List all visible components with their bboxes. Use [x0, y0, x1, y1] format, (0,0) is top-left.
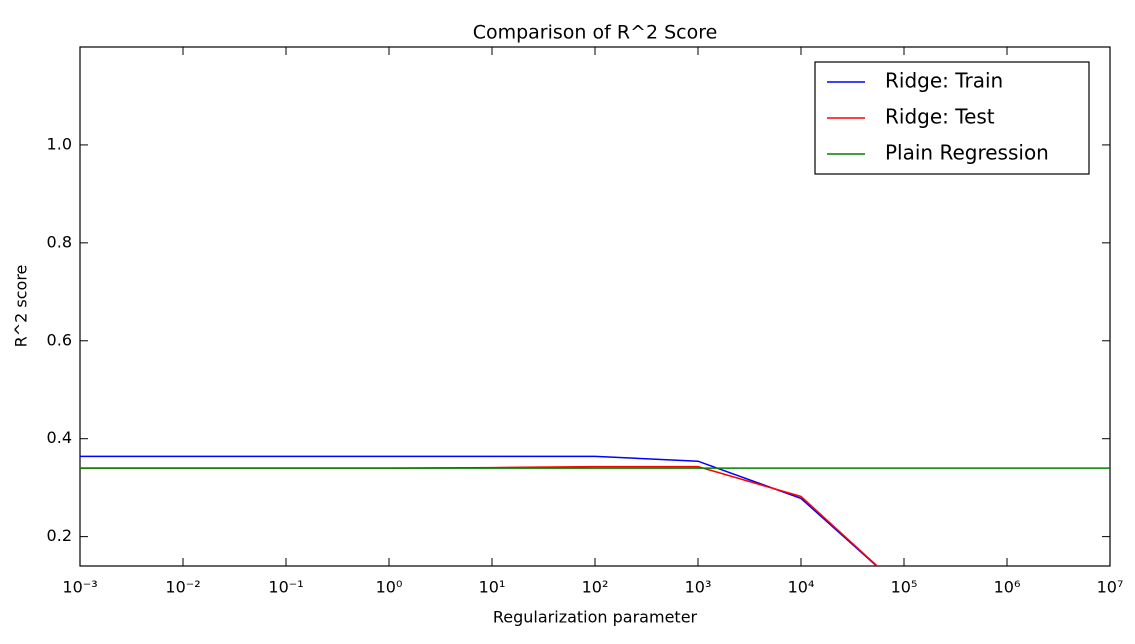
y-axis-label: R^2 score: [12, 265, 31, 348]
y-tick-label: 0.4: [47, 428, 72, 447]
chart-title: Comparison of R^2 Score: [473, 22, 718, 44]
y-tick-label: 0.8: [47, 232, 72, 251]
legend-label: Ridge: Train: [885, 69, 1003, 93]
x-tick-label: 10⁻¹: [268, 578, 303, 597]
legend-label: Plain Regression: [885, 141, 1049, 165]
x-tick-label: 10⁷: [1097, 578, 1124, 597]
x-tick-label: 10⁰: [376, 578, 403, 597]
x-tick-label: 10⁻²: [165, 578, 200, 597]
legend-label: Ridge: Test: [885, 105, 995, 129]
x-tick-label: 10²: [582, 578, 609, 597]
y-tick-label: 0.6: [47, 330, 72, 349]
x-tick-label: 10⁴: [788, 578, 815, 597]
x-tick-label: 10⁶: [994, 578, 1021, 597]
x-tick-label: 10⁵: [891, 578, 918, 597]
x-tick-label: 10³: [685, 578, 712, 597]
y-tick-label: 0.2: [47, 526, 72, 545]
x-axis-label: Regularization parameter: [493, 608, 698, 627]
x-tick-label: 10⁻³: [62, 578, 97, 597]
line-series: [80, 455, 878, 566]
x-tick-label: 10¹: [479, 578, 506, 597]
y-tick-label: 1.0: [47, 134, 72, 153]
plot-lines: [80, 455, 1110, 566]
line-series: [80, 465, 879, 566]
